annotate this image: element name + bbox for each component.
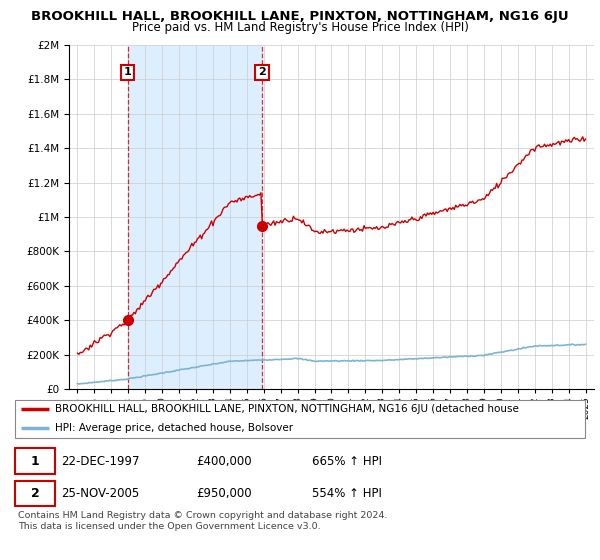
Text: BROOKHILL HALL, BROOKHILL LANE, PINXTON, NOTTINGHAM, NG16 6JU (detached house: BROOKHILL HALL, BROOKHILL LANE, PINXTON,…	[55, 404, 519, 414]
Text: This data is licensed under the Open Government Licence v3.0.: This data is licensed under the Open Gov…	[18, 522, 320, 531]
Text: HPI: Average price, detached house, Bolsover: HPI: Average price, detached house, Bols…	[55, 423, 293, 433]
Text: 25-NOV-2005: 25-NOV-2005	[61, 487, 139, 500]
Text: 2: 2	[31, 487, 40, 500]
Text: 665% ↑ HPI: 665% ↑ HPI	[311, 455, 382, 468]
Text: 2: 2	[258, 67, 266, 77]
Text: £400,000: £400,000	[196, 455, 252, 468]
Text: Price paid vs. HM Land Registry's House Price Index (HPI): Price paid vs. HM Land Registry's House …	[131, 21, 469, 34]
Text: 554% ↑ HPI: 554% ↑ HPI	[311, 487, 382, 500]
FancyBboxPatch shape	[15, 400, 585, 437]
Text: £950,000: £950,000	[196, 487, 252, 500]
Text: 1: 1	[31, 455, 40, 468]
FancyBboxPatch shape	[15, 449, 55, 474]
Text: 22-DEC-1997: 22-DEC-1997	[61, 455, 139, 468]
Bar	[128, 45, 262, 389]
FancyBboxPatch shape	[15, 480, 55, 506]
Text: 1: 1	[124, 67, 131, 77]
Text: BROOKHILL HALL, BROOKHILL LANE, PINXTON, NOTTINGHAM, NG16 6JU: BROOKHILL HALL, BROOKHILL LANE, PINXTON,…	[31, 10, 569, 23]
Text: Contains HM Land Registry data © Crown copyright and database right 2024.: Contains HM Land Registry data © Crown c…	[18, 511, 388, 520]
